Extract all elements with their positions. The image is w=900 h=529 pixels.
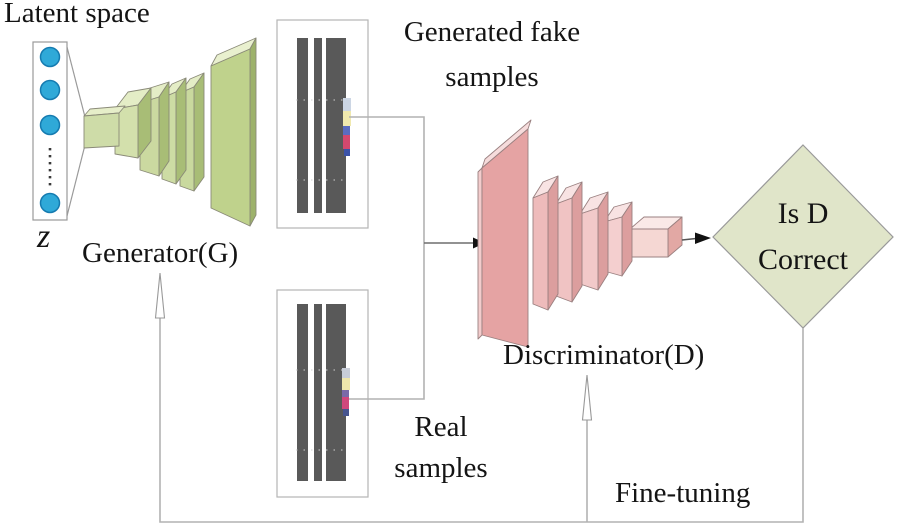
spectrogram-bar [314,38,322,213]
generator-node [83,37,257,227]
mark [342,390,349,397]
mark [343,135,350,149]
real-samples-label: Real samples [362,407,520,489]
layer-front-face [210,48,251,227]
sample-color-marks [342,368,350,416]
mark [343,126,350,135]
mark [342,368,350,378]
generator-layer-5 [210,37,257,227]
layer-front-face [629,228,669,258]
layer-front-face [481,128,529,348]
mark [343,111,351,126]
output-arrow-line [681,237,697,241]
sample-box [276,19,369,229]
layer-front-face [532,191,549,311]
arrow-up-open-icon [581,374,593,421]
discriminator-layer-5 [603,201,633,277]
generated-fake-samples-label-line2: samples [445,61,539,93]
discriminator-output-layer [629,216,683,258]
layer-front-face [579,207,599,291]
sample-color-marks [343,98,351,156]
mark [344,149,350,156]
latent-space-node [32,41,68,221]
layer-side-face [193,72,205,192]
layer-side-face [571,181,583,303]
merge-connector-line [349,116,425,400]
latent-node-icon [39,114,61,136]
fine-tuning-label: Fine-tuning [615,477,751,509]
layer-side-face [158,81,170,177]
mark [343,98,351,111]
layer-side-face [597,191,609,291]
discriminator-label: Discriminator(D) [503,339,705,371]
mark [342,378,350,390]
discriminator-node [477,119,683,348]
mark [342,397,349,409]
latent-node-icon [39,79,61,101]
discriminator-layer-2 [532,175,559,311]
spectrogram-bar [297,304,308,481]
generator-layer-1 [114,87,152,159]
real-samples-node [276,289,369,498]
is-d-correct-label-line1: Is D [777,197,829,230]
is-d-correct-label: Is D Correct [711,191,895,283]
discriminator-layer-1 [477,119,532,348]
generated-fake-samples-node [276,19,369,229]
generator-label: Generator(G) [82,237,239,269]
layer-side-face [547,175,559,311]
real-samples-label-line1: Real [414,411,468,443]
discriminator-layer-3 [555,181,583,303]
generated-fake-samples-label: Generated fake samples [374,10,610,100]
real-samples-label-line2: samples [394,452,488,484]
fine-tuning-feedback-path [154,272,804,523]
latent-to-generator-funnel [66,46,86,217]
layer-side-face [249,37,257,227]
spectrogram-bar [326,304,346,481]
funnel-line [66,46,86,118]
funnel-line [66,144,86,217]
layer-front-face [83,112,120,149]
arrow-up-open-icon [154,272,166,319]
latent-node-icon [39,46,61,68]
samples-to-discriminator-connector [349,116,485,400]
discriminator-layer-4 [579,191,609,291]
arrow-right-icon [695,232,711,244]
layer-side-face [477,167,483,340]
is-d-correct-label-line2: Correct [758,243,848,276]
layer-side-face [175,77,187,185]
mark [343,409,349,416]
discriminator-to-decision-connector [681,232,711,244]
latent-node-icon [39,192,61,214]
spectrogram-bar [297,38,308,213]
sample-box [276,289,369,498]
spectrogram-bar [314,304,322,481]
latent-space-label: Latent space [4,0,150,29]
feedback-line [159,318,804,523]
generator-input-stem [83,105,126,149]
latent-vector-label: z [37,218,51,255]
spectrogram-bar [326,38,346,213]
generated-fake-samples-label-line1: Generated fake [403,16,581,48]
